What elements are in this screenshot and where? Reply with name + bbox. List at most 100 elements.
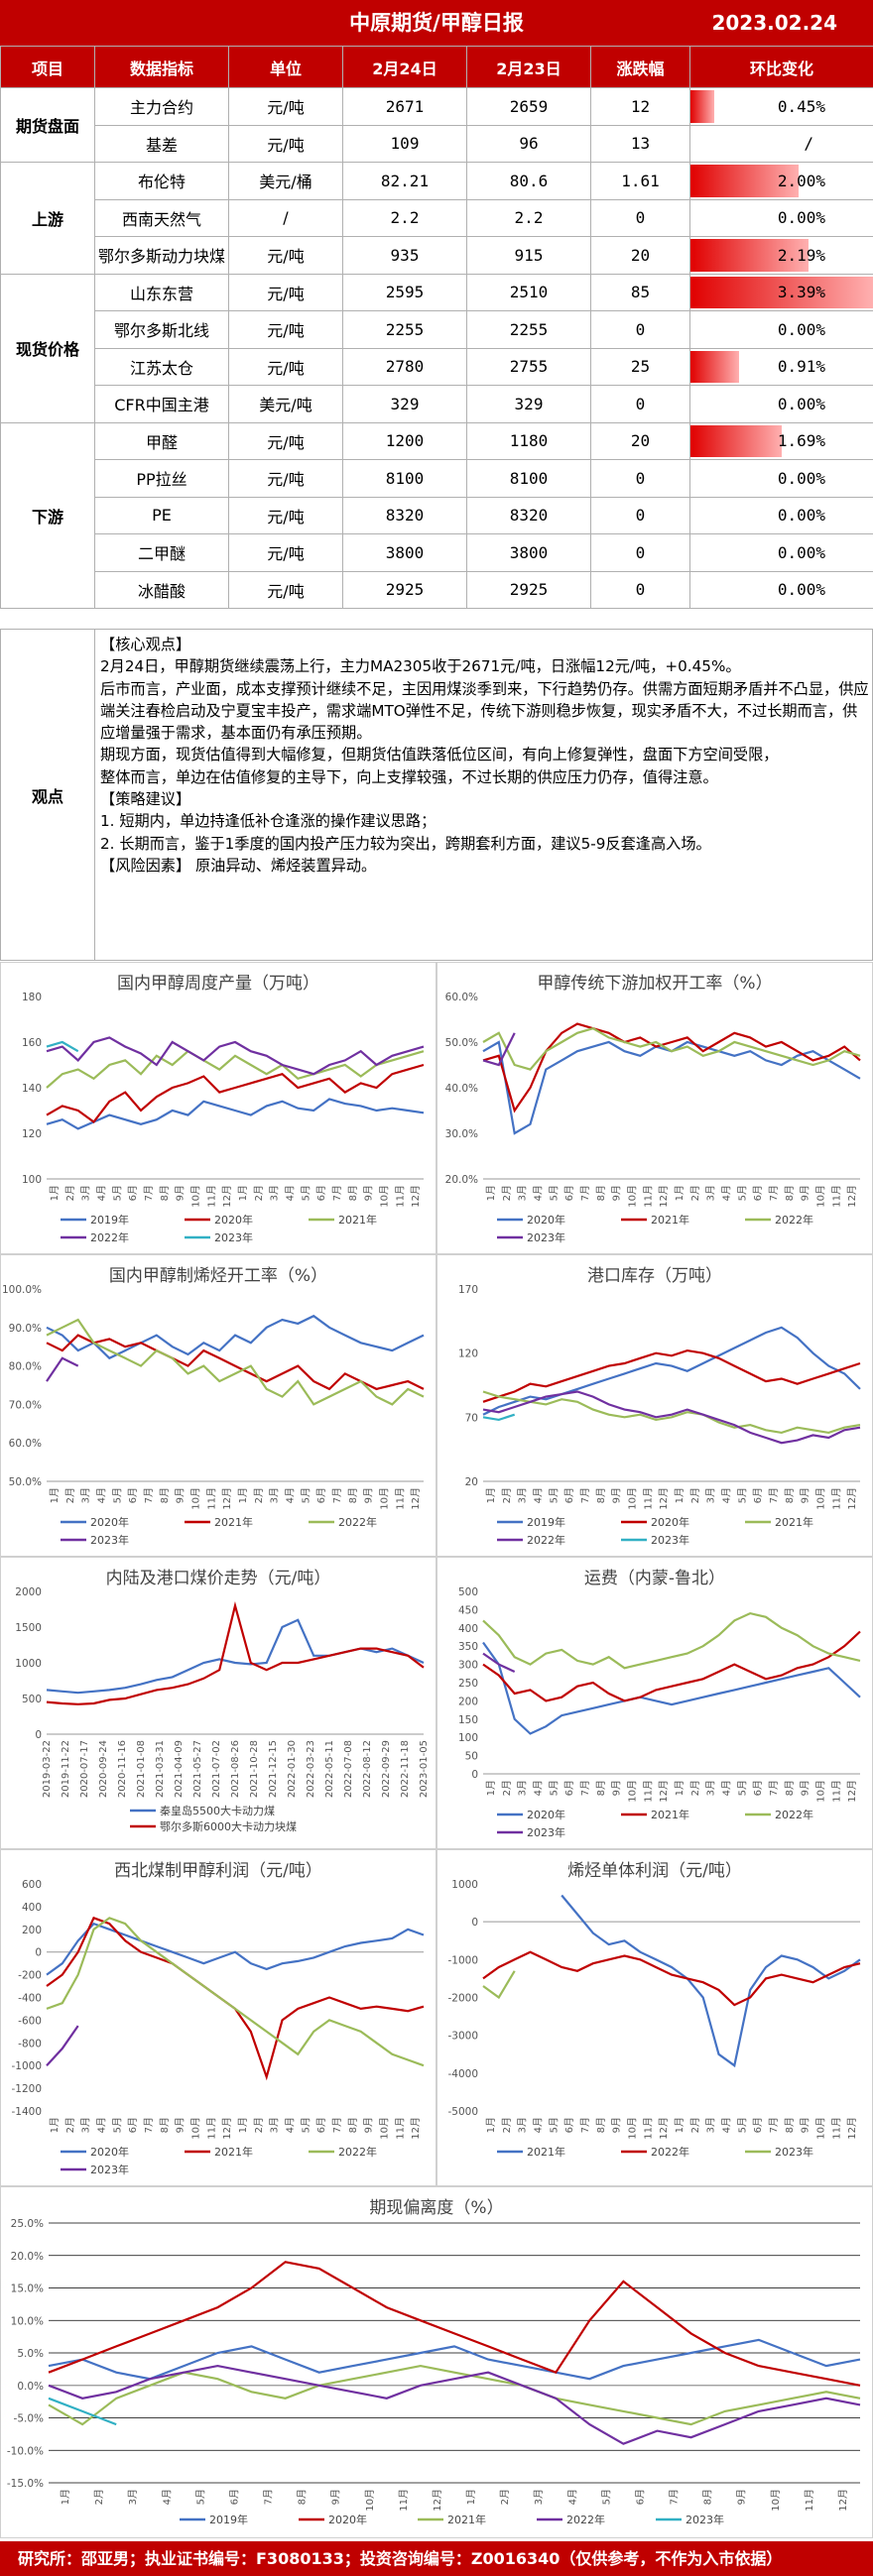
series-line: [46, 1917, 425, 2067]
series-line: [482, 1641, 861, 1735]
x-tick-label: 9月: [175, 1185, 187, 1201]
legend-label: 2019年: [527, 1515, 565, 1529]
x-tick-label: 1月: [60, 2489, 71, 2505]
x-tick-label: 5月: [600, 2489, 612, 2505]
legend-label: 2021年: [214, 1515, 253, 1529]
value-cell: 2780: [342, 347, 467, 386]
opinion-label: 观点: [1, 630, 95, 960]
change-cell: 0: [590, 533, 690, 572]
y-tick-label: 120: [458, 1348, 478, 1360]
y-tick-label: 30.0%: [445, 1128, 478, 1140]
unit-cell: 元/吨: [228, 236, 343, 275]
x-tick-label: 9月: [363, 2117, 375, 2133]
change-cell: 0: [590, 496, 690, 534]
pct-change-text: 1.69%: [777, 431, 825, 451]
y-tick-label: 20: [465, 1476, 478, 1488]
unit-cell: 元/吨: [228, 570, 343, 609]
opinion-line: 【风险因素】 原油异动、烯烃装置异动。: [100, 856, 377, 875]
value-cell: 329: [466, 385, 591, 423]
x-tick-label: 8月: [595, 1185, 607, 1201]
x-tick-label: 2月: [499, 2489, 511, 2505]
unit-cell: 元/吨: [228, 459, 343, 498]
x-tick-label: 1月: [465, 2489, 477, 2505]
legend-label: 2022年: [90, 1230, 129, 1244]
legend-label: 2020年: [90, 2145, 129, 2159]
series-line: [482, 1950, 861, 2007]
x-tick-label: 2023-01-05: [419, 1740, 430, 1798]
report-date: 2023.02.24: [711, 11, 837, 35]
y-tick-label: -2000: [447, 1993, 478, 2005]
pct-change-cell: 0.45%: [689, 87, 873, 126]
legend-label: 2023年: [90, 1533, 129, 1547]
x-tick-label: 4月: [532, 1780, 544, 1796]
change-cell: 25: [590, 347, 690, 386]
y-tick-label: 20.0%: [11, 2251, 44, 2263]
y-tick-label: 500: [458, 1586, 478, 1598]
x-tick-label: 7月: [669, 2489, 681, 2505]
x-tick-label: 2019-11-22: [61, 1740, 71, 1798]
header-bar: 中原期货/甲醇日报 2023.02.24: [0, 0, 873, 46]
unit-cell: 美元/吨: [228, 385, 343, 423]
legend-label: 2021年: [775, 1515, 813, 1529]
y-tick-label: -400: [18, 1993, 42, 2005]
table-row: 西南天然气/2.2 2.2 0 0.00%: [1, 198, 873, 237]
chart-panel-weekly-output: 国内甲醇周度产量（万吨） 100 120 140 160 180 1月 2月 3月 4月 5月 6月 7…: [0, 962, 436, 1254]
x-tick-label: 2月: [689, 1780, 701, 1796]
chart-title: 国内甲醇周度产量（万吨）: [117, 974, 319, 994]
y-tick-label: 40.0%: [445, 1083, 478, 1095]
value-cell: 3800: [342, 533, 467, 572]
y-tick-label: -1200: [11, 2083, 42, 2095]
series-line: [482, 1326, 861, 1416]
y-tick-label: 400: [458, 1623, 478, 1635]
legend-label: 2019年: [209, 2513, 248, 2526]
x-tick-label: 10月: [814, 1780, 826, 1803]
x-tick-label: 10月: [378, 2117, 390, 2140]
legend-label: 2020年: [651, 1515, 689, 1529]
pct-change-text: 0.00%: [777, 468, 825, 488]
opinion-line: 【核心观点】: [100, 636, 191, 653]
x-tick-label: 2022-11-18: [400, 1740, 411, 1798]
chart-panel-downstream-rate: 甲醇传统下游加权开工率（%） 20.0% 30.0% 40.0% 50.0% 60.0% 1…: [436, 962, 873, 1254]
change-cell: 12: [590, 87, 690, 126]
x-tick-label: 11月: [394, 2117, 406, 2140]
y-tick-label: -15.0%: [7, 2478, 44, 2490]
x-tick-label: 8月: [702, 2489, 714, 2505]
y-tick-label: 140: [22, 1083, 42, 1095]
x-tick-label: 10月: [189, 2117, 201, 2140]
pct-change-text: 0.00%: [777, 319, 825, 339]
x-tick-label: 4月: [284, 2117, 296, 2133]
x-tick-label: 12月: [658, 2117, 670, 2140]
y-tick-label: 50: [465, 1751, 478, 1763]
x-tick-label: 9月: [611, 1487, 623, 1503]
x-tick-label: 8月: [159, 1487, 171, 1503]
x-tick-label: 1月: [674, 1487, 686, 1503]
y-tick-label: 100.0%: [2, 1284, 42, 1296]
legend-label: 2021年: [338, 1213, 377, 1227]
x-tick-label: 1月: [674, 2117, 686, 2133]
x-tick-label: 2020-09-24: [98, 1740, 109, 1798]
x-tick-label: 3月: [705, 2117, 717, 2133]
y-tick-label: 0: [471, 1917, 478, 1929]
unit-cell: 元/吨: [228, 87, 343, 126]
x-tick-label: 12月: [432, 2489, 443, 2512]
y-tick-label: 500: [22, 1694, 42, 1705]
page-title: 中原期货/甲醇日报: [349, 11, 524, 35]
x-tick-label: 7月: [331, 1185, 343, 1201]
y-tick-label: 450: [458, 1604, 478, 1616]
unit-cell: 美元/桶: [228, 162, 343, 200]
y-tick-label: -800: [18, 2038, 42, 2049]
change-cell: 0: [590, 385, 690, 423]
x-tick-label: 2月: [64, 1185, 76, 1201]
x-tick-label: 4月: [161, 2489, 173, 2505]
y-tick-label: 2000: [15, 1586, 42, 1598]
series-line: [46, 1618, 425, 1695]
x-tick-label: 10月: [626, 1780, 638, 1803]
x-tick-label: 7月: [768, 1780, 780, 1796]
y-tick-label: 20.0%: [445, 1174, 478, 1186]
x-tick-label: 4月: [284, 1487, 296, 1503]
x-tick-label: 10月: [626, 1487, 638, 1510]
x-tick-label: 8月: [159, 1185, 171, 1201]
column-header: 项目: [0, 46, 95, 88]
table-row: 冰醋酸 元/吨 2925 2925 0 0.00%: [1, 570, 873, 609]
x-tick-label: 11月: [205, 1487, 217, 1510]
